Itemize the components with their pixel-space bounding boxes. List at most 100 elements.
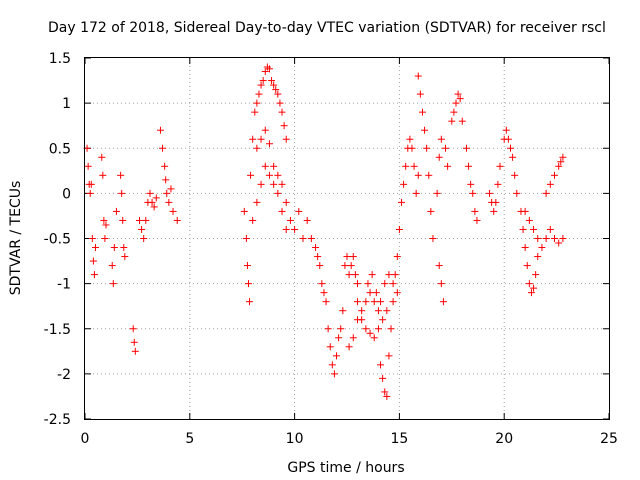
data-point bbox=[374, 307, 382, 315]
data-point bbox=[320, 289, 328, 297]
data-point bbox=[86, 189, 94, 197]
data-point bbox=[163, 189, 171, 197]
data-point bbox=[496, 162, 504, 170]
data-point bbox=[255, 90, 263, 98]
data-point bbox=[435, 153, 443, 161]
data-point bbox=[370, 334, 378, 342]
axis-ticks: 0 5 10 15 20 25 1.5 1 0.5 0 -0.5 -1 -1.5 -2 -2.5 bbox=[44, 51, 618, 447]
data-point bbox=[504, 135, 512, 143]
data-point bbox=[521, 207, 529, 215]
data-point bbox=[257, 180, 265, 188]
data-point bbox=[383, 307, 391, 315]
data-point bbox=[400, 180, 408, 188]
data-point bbox=[397, 198, 405, 206]
y-tick-label: 0 bbox=[62, 186, 71, 202]
data-point bbox=[169, 207, 177, 215]
data-point bbox=[347, 262, 355, 270]
data-point bbox=[129, 325, 137, 333]
data-point bbox=[299, 235, 307, 242]
x-tick-label: 0 bbox=[81, 431, 90, 447]
data-point bbox=[274, 90, 282, 98]
data-point bbox=[471, 207, 479, 215]
data-point bbox=[140, 235, 148, 242]
data-point bbox=[345, 271, 353, 279]
data-point bbox=[452, 99, 460, 107]
data-point bbox=[458, 117, 466, 125]
data-point bbox=[246, 298, 254, 306]
data-point bbox=[312, 244, 320, 252]
data-point bbox=[523, 262, 531, 270]
chart-title: Day 172 of 2018, Sidereal Day-to-day VTE… bbox=[48, 20, 606, 36]
data-point bbox=[414, 171, 422, 179]
data-point bbox=[161, 162, 169, 170]
data-point bbox=[429, 235, 437, 242]
data-point bbox=[138, 225, 146, 233]
data-point bbox=[282, 198, 290, 206]
data-point bbox=[534, 253, 542, 261]
data-point bbox=[253, 144, 261, 152]
data-point bbox=[506, 144, 514, 152]
data-point bbox=[389, 298, 397, 306]
data-point bbox=[385, 271, 393, 279]
data-point bbox=[427, 207, 435, 215]
data-point bbox=[391, 271, 399, 279]
data-point bbox=[366, 329, 374, 337]
data-point bbox=[146, 189, 154, 197]
data-point bbox=[318, 280, 326, 288]
data-point bbox=[525, 216, 533, 224]
data-point bbox=[101, 235, 109, 242]
data-point bbox=[467, 180, 475, 188]
data-point bbox=[353, 280, 361, 288]
data-point bbox=[345, 343, 353, 351]
data-point bbox=[131, 347, 139, 355]
data-point bbox=[511, 171, 519, 179]
data-point bbox=[341, 262, 349, 270]
data-point bbox=[295, 207, 303, 215]
data-point bbox=[442, 144, 450, 152]
data-point bbox=[358, 316, 366, 324]
data-point bbox=[117, 171, 125, 179]
data-point bbox=[333, 352, 341, 360]
data-point bbox=[473, 216, 481, 224]
data-point bbox=[521, 244, 529, 252]
data-point bbox=[242, 235, 250, 242]
data-point bbox=[167, 185, 175, 193]
data-point bbox=[286, 216, 294, 224]
grid bbox=[85, 58, 609, 419]
data-point bbox=[393, 289, 401, 297]
data-point bbox=[418, 108, 426, 116]
data-point bbox=[274, 189, 282, 197]
data-point bbox=[542, 235, 550, 242]
data-point bbox=[243, 262, 251, 270]
data-point bbox=[240, 207, 248, 215]
data-point bbox=[362, 325, 370, 333]
data-point bbox=[551, 235, 559, 242]
data-point bbox=[282, 225, 290, 233]
data-point bbox=[278, 180, 286, 188]
data-point bbox=[362, 298, 370, 306]
data-point bbox=[109, 280, 117, 288]
data-point bbox=[259, 77, 267, 85]
data-point bbox=[280, 122, 288, 130]
data-point bbox=[261, 126, 269, 134]
data-point bbox=[502, 126, 510, 134]
data-point bbox=[152, 194, 160, 202]
data-point bbox=[251, 108, 259, 116]
data-point bbox=[314, 253, 322, 261]
data-point bbox=[265, 171, 273, 179]
data-point bbox=[368, 271, 376, 279]
data-point bbox=[253, 198, 261, 206]
data-point bbox=[120, 244, 128, 252]
data-point bbox=[437, 280, 445, 288]
data-point bbox=[173, 216, 181, 224]
data-point bbox=[351, 271, 359, 279]
data-point bbox=[559, 235, 567, 242]
data-point bbox=[389, 280, 397, 288]
data-point bbox=[513, 189, 521, 197]
data-point bbox=[525, 280, 533, 288]
data-point bbox=[435, 262, 443, 270]
data-point bbox=[425, 171, 433, 179]
data-point bbox=[98, 153, 106, 161]
data-point bbox=[387, 325, 395, 333]
